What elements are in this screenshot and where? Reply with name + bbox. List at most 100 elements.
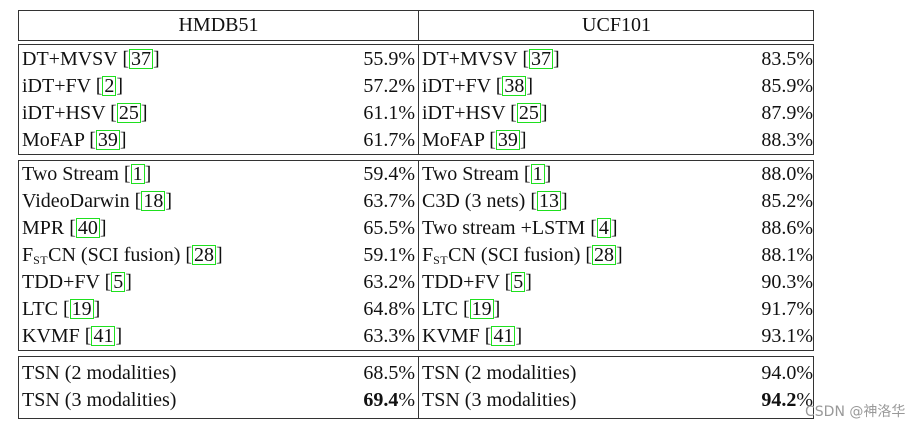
- method-name: Two Stream [1]: [22, 163, 152, 185]
- method-name: KVMF [41]: [22, 325, 123, 347]
- citation-link[interactable]: 37: [129, 48, 154, 70]
- accuracy-value: 59.1%: [363, 242, 415, 269]
- citation-link[interactable]: 5: [511, 271, 526, 293]
- percent-sign: %: [398, 325, 415, 347]
- method-label: TSN (2 modalities): [422, 362, 577, 384]
- accuracy-value: 55.9%: [363, 46, 415, 73]
- citation-link[interactable]: 38: [502, 75, 527, 97]
- accuracy-number: 83.5: [761, 48, 797, 70]
- group-tsn-results: TSN (2 modalities) 68.5% TSN (2 modalities…: [18, 356, 814, 419]
- accuracy-value: 65.5%: [363, 215, 415, 242]
- accuracy-number: 61.1: [363, 102, 399, 124]
- percent-sign: %: [796, 102, 813, 124]
- method-label: LTC: [22, 298, 58, 320]
- citation-link[interactable]: 19: [469, 298, 494, 320]
- accuracy-value: 85.2%: [761, 188, 813, 215]
- citation-link[interactable]: 40: [75, 217, 100, 239]
- percent-sign: %: [796, 271, 813, 293]
- table-row: TDD+FV [5] 63.2% TDD+FV [5] 90.3%: [19, 269, 813, 296]
- accuracy-number: 88.1: [761, 244, 797, 266]
- accuracy-number: 88.6: [761, 217, 797, 239]
- percent-sign: %: [398, 163, 415, 185]
- method-name: TSN (3 modalities): [422, 387, 576, 414]
- percent-sign: %: [398, 75, 415, 97]
- accuracy-value: 90.3%: [761, 269, 813, 296]
- citation-link[interactable]: 39: [95, 129, 120, 151]
- ucf101-cell: Two stream +LSTM [4] 88.6%: [422, 215, 813, 242]
- method-label: TSN (3 modalities): [422, 389, 577, 411]
- accuracy-value: 88.3%: [761, 127, 813, 154]
- citation-link[interactable]: 39: [495, 129, 520, 151]
- accuracy-number: 61.7: [363, 129, 399, 151]
- method-label: TSN (3 modalities): [22, 389, 177, 411]
- method-name: DT+MVSV [37]: [22, 48, 160, 70]
- method-name: Two Stream [1]: [422, 163, 552, 185]
- citation-link[interactable]: 4: [596, 217, 611, 239]
- table-row: DT+MVSV [37] 55.9% DT+MVSV [37] 83.5%: [19, 46, 813, 73]
- percent-sign: %: [398, 389, 415, 411]
- method-label: LTC: [422, 298, 458, 320]
- accuracy-value: 69.4%: [363, 387, 415, 414]
- group-deep-methods: Two Stream [1] 59.4% Two Stream [1] 88.0% Vi…: [18, 160, 814, 351]
- method-subscript: ST: [33, 253, 49, 267]
- ucf101-cell: Two Stream [1] 88.0%: [422, 161, 813, 188]
- citation-link[interactable]: 41: [491, 325, 516, 347]
- citation-link[interactable]: 41: [91, 325, 116, 347]
- percent-sign: %: [796, 325, 813, 347]
- accuracy-number: 55.9: [363, 48, 399, 70]
- citation-link[interactable]: 25: [516, 102, 541, 124]
- hmdb51-cell: iDT+HSV [25] 61.1%: [22, 100, 415, 127]
- method-label: F: [422, 244, 434, 266]
- method-label: TSN (2 modalities): [22, 362, 177, 384]
- ucf101-cell: iDT+HSV [25] 87.9%: [422, 100, 813, 127]
- method-name: TSN (3 modalities): [22, 387, 176, 414]
- ucf101-cell: TSN (2 modalities) 94.0%: [422, 360, 813, 387]
- method-label-rest: CN (SCI fusion): [448, 244, 581, 266]
- method-label: iDT+FV: [422, 75, 491, 97]
- citation-link[interactable]: 28: [192, 244, 217, 266]
- ucf101-cell: TSN (3 modalities) 94.2%: [422, 387, 813, 414]
- ucf101-cell: LTC [19] 91.7%: [422, 296, 813, 323]
- method-name: iDT+HSV [25]: [22, 102, 148, 124]
- method-name: LTC [19]: [422, 298, 501, 320]
- percent-sign: %: [398, 48, 415, 70]
- accuracy-number: 93.1: [761, 325, 797, 347]
- accuracy-number: 65.5: [363, 217, 399, 239]
- citation-link[interactable]: 18: [141, 190, 166, 212]
- citation-link[interactable]: 28: [592, 244, 617, 266]
- accuracy-number: 69.4: [363, 389, 399, 411]
- hmdb51-cell: DT+MVSV [37] 55.9%: [22, 46, 415, 73]
- citation-link[interactable]: 13: [537, 190, 561, 212]
- method-label: TDD+FV: [422, 271, 500, 293]
- accuracy-number: 87.9: [761, 102, 797, 124]
- citation-link[interactable]: 2: [102, 75, 117, 97]
- method-name: TSN (2 modalities): [422, 360, 576, 387]
- table-row: TSN (2 modalities) 68.5% TSN (2 modalities…: [19, 360, 813, 387]
- method-label: DT+MVSV: [22, 48, 118, 70]
- accuracy-value: 91.7%: [761, 296, 813, 323]
- accuracy-number: 59.1: [363, 244, 399, 266]
- percent-sign: %: [796, 298, 813, 320]
- citation-link[interactable]: 1: [530, 163, 545, 185]
- method-label: MoFAP: [22, 129, 85, 151]
- hmdb51-cell: iDT+FV [2] 57.2%: [22, 73, 415, 100]
- citation-link[interactable]: 1: [130, 163, 145, 185]
- percent-sign: %: [796, 362, 813, 384]
- accuracy-number: 63.7: [363, 190, 399, 212]
- method-name: MoFAP [39]: [422, 129, 527, 151]
- method-name: iDT+HSV [25]: [422, 102, 548, 124]
- method-label: KVMF: [22, 325, 80, 347]
- accuracy-value: 63.2%: [363, 269, 415, 296]
- citation-link[interactable]: 5: [111, 271, 126, 293]
- accuracy-value: 61.1%: [363, 100, 415, 127]
- column-divider: [418, 11, 419, 40]
- accuracy-value: 61.7%: [363, 127, 415, 154]
- citation-link[interactable]: 25: [116, 102, 141, 124]
- accuracy-number: 91.7: [761, 298, 797, 320]
- percent-sign: %: [796, 48, 813, 70]
- method-name: DT+MVSV [37]: [422, 48, 560, 70]
- citation-link[interactable]: 37: [529, 48, 554, 70]
- percent-sign: %: [398, 190, 415, 212]
- accuracy-number: 59.4: [363, 163, 399, 185]
- citation-link[interactable]: 19: [69, 298, 94, 320]
